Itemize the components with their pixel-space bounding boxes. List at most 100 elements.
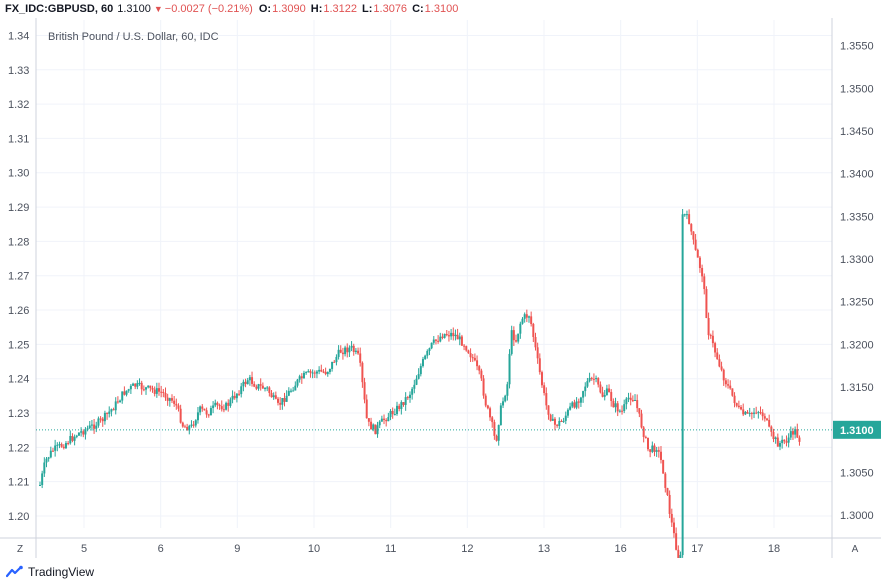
candle-body xyxy=(370,421,373,430)
candle-body xyxy=(497,425,500,441)
right-tick-label: 1.3450 xyxy=(840,126,874,138)
candle-body xyxy=(244,381,247,385)
candle-body xyxy=(733,395,736,404)
candle-body xyxy=(766,418,769,420)
scale-zoom-button[interactable]: Z xyxy=(17,544,23,555)
candle-body xyxy=(166,397,169,401)
candle-body xyxy=(595,378,598,380)
candle-body xyxy=(534,337,537,348)
candle-body xyxy=(322,371,325,373)
candle-body xyxy=(608,388,611,393)
candle-body xyxy=(138,382,141,384)
candle-body xyxy=(605,388,608,395)
candle-body xyxy=(447,335,450,337)
candle-body xyxy=(644,436,647,438)
candle-body xyxy=(575,401,578,408)
candle-body xyxy=(45,458,48,463)
chart-area[interactable]: 1.20 1.21 1.22 1.23 1.24 1.25 1.26 1.27 1.28 1.29… xyxy=(0,18,881,564)
candle-body xyxy=(722,369,725,381)
candle-body xyxy=(675,533,678,550)
candle-body xyxy=(346,347,349,353)
candle-body xyxy=(718,359,721,367)
right-tick-label: 1.3000 xyxy=(840,510,874,522)
open-label: O: xyxy=(258,3,272,15)
candle-body xyxy=(714,343,717,353)
candle-body xyxy=(590,377,593,379)
candle-body xyxy=(770,426,773,432)
candle-body xyxy=(692,231,695,240)
candle-body xyxy=(735,403,738,406)
candle-body xyxy=(634,400,637,402)
candle-body xyxy=(162,391,165,393)
brand-label[interactable]: TradingView xyxy=(28,565,95,579)
candle-body xyxy=(731,388,734,396)
candle-body xyxy=(88,425,91,429)
candle-body xyxy=(750,413,753,415)
candle-body xyxy=(220,406,223,410)
candle-body xyxy=(136,383,139,387)
candle-body xyxy=(60,444,63,447)
candles xyxy=(39,208,801,564)
candle-body xyxy=(54,445,57,451)
candle-body xyxy=(216,402,219,405)
footer: TradingView xyxy=(6,563,94,581)
candle-body xyxy=(90,424,93,426)
candle-body xyxy=(318,369,321,372)
candle-body xyxy=(261,385,264,389)
candle-body xyxy=(246,380,249,385)
candle-body xyxy=(484,395,487,406)
symbol-label[interactable]: FX_IDC:GBPUSD, 60 xyxy=(5,3,114,15)
left-tick-label: 1.22 xyxy=(8,442,29,454)
candle-body xyxy=(331,361,334,369)
candle-body xyxy=(326,372,329,375)
left-tick-label: 1.29 xyxy=(8,202,29,214)
left-tick-label: 1.24 xyxy=(8,374,29,386)
candle-body xyxy=(406,397,409,399)
candle-body xyxy=(203,408,206,411)
candle-body xyxy=(285,395,288,402)
scale-auto-button[interactable]: A xyxy=(852,544,859,555)
price-chart[interactable]: 1.20 1.21 1.22 1.23 1.24 1.25 1.26 1.27 1.28 1.29… xyxy=(0,18,881,564)
candle-body xyxy=(709,335,712,337)
candle-body xyxy=(99,418,102,420)
candle-body xyxy=(289,390,292,392)
candle-body xyxy=(402,402,405,405)
candle-body xyxy=(772,431,775,440)
candle-body xyxy=(158,388,161,392)
candle-body xyxy=(460,336,463,346)
candle-body xyxy=(80,431,83,433)
candle-body xyxy=(385,419,388,422)
candle-body xyxy=(798,437,801,442)
candle-body xyxy=(450,332,453,337)
left-tick-label: 1.23 xyxy=(8,408,29,420)
candle-body xyxy=(571,402,574,407)
candle-body xyxy=(515,340,518,342)
candle-body xyxy=(642,427,645,437)
left-tick-label: 1.32 xyxy=(8,99,29,111)
candle-body xyxy=(64,443,67,449)
candle-body xyxy=(181,422,184,427)
candle-body xyxy=(746,411,749,414)
candle-body xyxy=(142,389,145,391)
candle-body xyxy=(190,424,193,426)
candle-body xyxy=(679,555,682,560)
tradingview-logo-icon[interactable] xyxy=(6,565,24,579)
candle-body xyxy=(698,257,701,268)
candle-body xyxy=(677,549,680,560)
candle-body xyxy=(564,415,567,421)
candle-body xyxy=(129,385,132,390)
candle-body xyxy=(294,385,297,391)
candle-body xyxy=(112,409,115,411)
candle-body xyxy=(707,318,710,336)
candle-body xyxy=(740,407,743,410)
candle-body xyxy=(532,323,535,338)
candle-body xyxy=(350,345,353,348)
candle-body xyxy=(672,522,675,534)
candle-body xyxy=(441,336,444,338)
candle-body xyxy=(504,395,507,402)
right-tick-label: 1.3500 xyxy=(840,83,874,95)
candle-body xyxy=(696,249,699,258)
candle-body xyxy=(257,384,260,389)
candle-body xyxy=(240,386,243,395)
x-tick-label: 11 xyxy=(385,543,396,555)
